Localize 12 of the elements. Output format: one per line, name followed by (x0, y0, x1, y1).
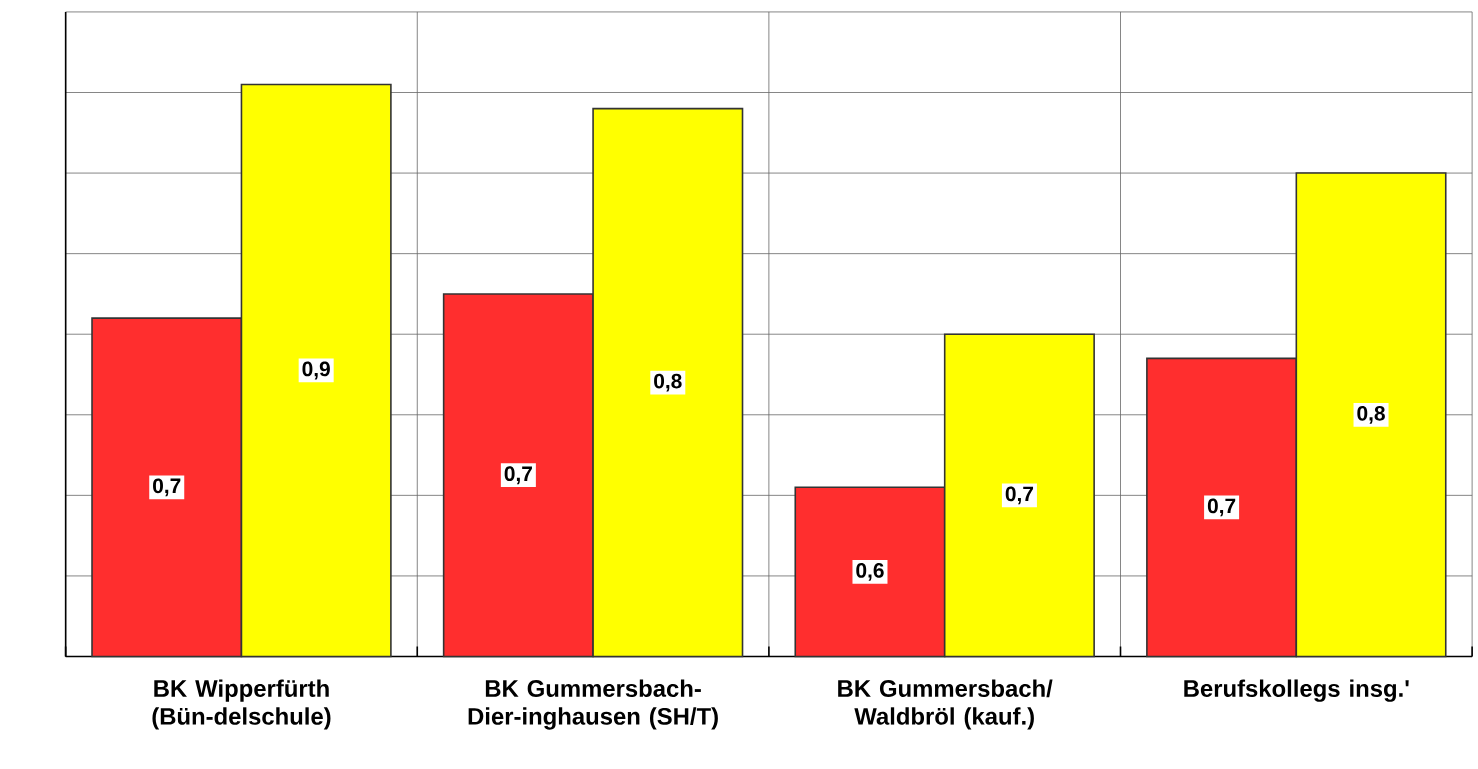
data-label: 0,7 (153, 478, 181, 497)
data-label: 0,9 (302, 361, 330, 380)
data-label: 0,8 (654, 373, 682, 392)
data-label: 0,8 (1357, 405, 1385, 424)
x-tick-label: BK Wipperfürth (Bün-delschule) (152, 679, 331, 730)
data-label: 0,7 (1207, 498, 1236, 517)
data-label: 0,6 (856, 563, 884, 581)
x-tick-label: Berufskollegs insg.' (1184, 679, 1409, 702)
x-tick-label: BK Gummersbach-Dier-inghausen (SH/T) (468, 679, 718, 730)
data-label: 0,7 (1005, 486, 1034, 505)
x-tick-label: BK Gummersbach/ Waldbröl (kauf.) (838, 679, 1053, 730)
data-label: 0,7 (504, 466, 532, 485)
